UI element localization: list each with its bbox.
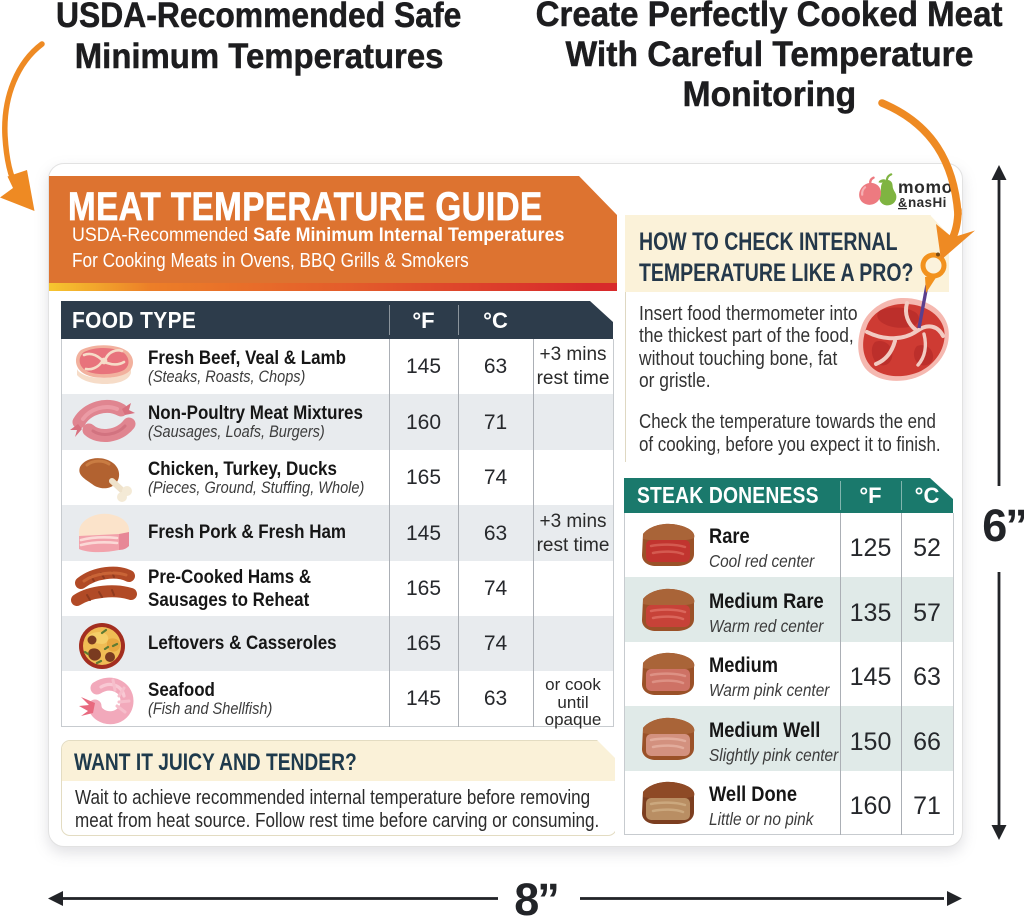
svg-text:8”: 8” [514, 874, 558, 918]
svg-text:&: & [898, 196, 907, 210]
svg-text:nasHi: nasHi [908, 195, 947, 210]
svg-text:momo: momo [898, 177, 953, 197]
svg-text:6”: 6” [982, 500, 1024, 551]
